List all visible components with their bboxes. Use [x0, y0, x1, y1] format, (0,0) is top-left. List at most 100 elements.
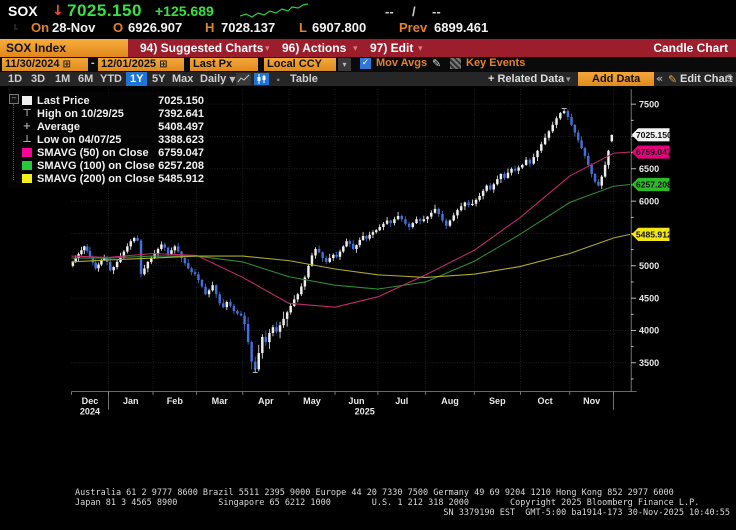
- legend-row-average[interactable]: + Average 5408.497: [22, 120, 204, 133]
- svg-text:Dec: Dec: [82, 396, 99, 406]
- menu-suggested-charts[interactable]: 94) Suggested Charts: [140, 41, 264, 55]
- currency-select[interactable]: Local CCY: [264, 58, 336, 71]
- frequency-select[interactable]: Daily ▼: [200, 73, 236, 85]
- svg-text:4000: 4000: [639, 326, 659, 336]
- smavg200-swatch-icon: [22, 174, 32, 183]
- period-1y-active[interactable]: 1Y: [126, 72, 148, 86]
- edit-chart-pencil-icon[interactable]: ✎: [668, 73, 678, 86]
- key-events-label[interactable]: Key Events: [466, 57, 526, 69]
- footer-contact-line2: Japan 81 3 4565 8900 Singapore 65 6212 1…: [75, 498, 700, 508]
- svg-text:6000: 6000: [639, 196, 659, 206]
- period-1d[interactable]: 1D: [8, 73, 23, 85]
- y-axis-tick-labels: 3500 4000 4500 5000 6000 6500 7500: [639, 99, 659, 368]
- edit-caret-icon[interactable]: ▾: [418, 44, 423, 54]
- actions-caret-icon[interactable]: ▾: [353, 44, 358, 54]
- svg-text:5000: 5000: [639, 261, 659, 271]
- period-ytd[interactable]: YTD: [100, 73, 122, 85]
- mov-avgs-checkbox[interactable]: ✓: [360, 58, 371, 69]
- smavg100-badge: 6257.208: [631, 177, 672, 192]
- key-events-checkbox[interactable]: [450, 58, 461, 69]
- svg-text:6257.208: 6257.208: [636, 180, 672, 190]
- prev-label: Prev: [399, 20, 428, 35]
- settings-gear-icon[interactable]: ⚙: [724, 72, 734, 85]
- period-max[interactable]: Max: [172, 73, 194, 85]
- x-axis-month-labels: Dec Jan Feb Mar Apr May Jun Jul Aug Sep Oct Nov 2024…: [80, 396, 600, 417]
- related-data-caret-icon[interactable]: ▾: [566, 75, 571, 85]
- open-value: 6926.907: [128, 20, 183, 35]
- legend-row-smavg100[interactable]: SMAVG (100) on Close 6257.208: [22, 159, 204, 172]
- toolbar-separator-dot: ·: [276, 72, 282, 89]
- low-marker-icon: ⊥: [22, 134, 32, 145]
- intraday-sparkline: [240, 3, 309, 18]
- menu-actions[interactable]: 96) Actions: [282, 41, 347, 55]
- price-down-arrow-icon: ↓: [52, 3, 64, 19]
- chart-type-label: Candle Chart: [653, 41, 728, 55]
- svg-text:6759.047: 6759.047: [636, 147, 672, 157]
- line-chart-icon[interactable]: [236, 73, 251, 85]
- svg-text:Jun: Jun: [348, 396, 364, 406]
- smavg-line-50: [71, 151, 630, 308]
- bid-ask-slash: /: [412, 4, 416, 19]
- on-label: On: [31, 20, 50, 35]
- smavg100-swatch-icon: [22, 161, 32, 170]
- edit-chart-button[interactable]: Edit Chart: [680, 73, 733, 85]
- currency-dropdown-icon[interactable]: ▾: [338, 58, 351, 71]
- date-to-input[interactable]: 12/01/2025 ⊞: [98, 58, 184, 71]
- smavg50-swatch-icon: [22, 148, 32, 157]
- price-field-select[interactable]: Last Px: [190, 58, 258, 71]
- chart-legend: − Last Price 7025.150 ⊤ High on 10/29/25 73…: [8, 92, 208, 188]
- add-data-button[interactable]: Add Data: [578, 72, 655, 86]
- collapse-panel-chevrons-icon[interactable]: «: [656, 72, 664, 85]
- ask-placeholder: --: [432, 4, 441, 19]
- menu-edit[interactable]: 97) Edit: [370, 41, 414, 55]
- legend-row-last-price[interactable]: Last Price 7025.150: [22, 94, 204, 107]
- date-from-input[interactable]: 11/30/2024 ⊞: [2, 58, 88, 71]
- svg-text:7500: 7500: [639, 99, 659, 109]
- on-date: 28-Nov: [52, 20, 96, 35]
- svg-text:Feb: Feb: [167, 396, 184, 406]
- svg-text:Oct: Oct: [538, 396, 553, 406]
- open-label: O: [113, 20, 124, 35]
- high-marker-icon: ⊤: [22, 108, 32, 119]
- smavg200-badge: 5485.912: [631, 227, 672, 241]
- footer-contact-line1: Australia 61 2 9777 8600 Brazil 5511 239…: [75, 488, 674, 498]
- svg-text:Sep: Sep: [489, 396, 506, 406]
- controls-row: 11/30/2024 ⊞ - 12/01/2025 ⊞ Last Px Loca…: [0, 57, 736, 72]
- legend-row-smavg50[interactable]: SMAVG (50) on Close 6759.047: [22, 146, 204, 159]
- candles: [71, 109, 614, 372]
- svg-text:6500: 6500: [639, 164, 659, 174]
- menubar: SOX Index 94) Suggested Charts ▾ 96) Act…: [0, 39, 736, 57]
- svg-text:4500: 4500: [639, 293, 659, 303]
- legend-row-low[interactable]: ⊥ Low on 04/07/25 3388.623: [22, 133, 204, 146]
- suggested-charts-caret-icon[interactable]: ▾: [265, 44, 270, 54]
- low-value: 6907.800: [312, 20, 367, 35]
- legend-row-high[interactable]: ⊤ High on 10/29/25 7392.641: [22, 107, 204, 120]
- frequency-arrow-icon: ▼: [229, 75, 236, 84]
- period-1m[interactable]: 1M: [55, 73, 71, 85]
- svg-text:5485.912: 5485.912: [636, 229, 672, 239]
- bid-placeholder: --: [385, 4, 394, 19]
- chart-axes: [71, 89, 637, 410]
- average-marker-icon: +: [22, 121, 32, 132]
- high-value: 7028.137: [221, 20, 276, 35]
- period-5y[interactable]: 5Y: [152, 73, 166, 85]
- security-box[interactable]: SOX Index: [0, 39, 128, 57]
- legend-collapse-icon[interactable]: −: [9, 94, 19, 104]
- table-button[interactable]: Table: [290, 73, 318, 85]
- legend-row-smavg200[interactable]: SMAVG (200) on Close 5485.912: [22, 172, 204, 185]
- prev-value: 6899.461: [434, 20, 489, 35]
- calendar-icon: ⊞: [62, 59, 71, 70]
- svg-text:2025: 2025: [355, 407, 375, 417]
- ticker-symbol: SOX: [8, 3, 38, 19]
- period-3d[interactable]: 3D: [31, 73, 46, 85]
- chart-toolbar: 1D 3D 1M 6M YTD 1Y 5Y Max Daily ▼ · Tabl…: [0, 72, 736, 89]
- footer-session-info: SN 3379190 EST GMT-5:00 ba1914-173 30-No…: [443, 508, 730, 518]
- related-data-button[interactable]: + Related Data: [488, 73, 565, 85]
- date-range-dash: -: [91, 57, 95, 69]
- mov-avgs-label[interactable]: Mov Avgs: [376, 57, 428, 69]
- candle-chart-icon-active[interactable]: [254, 73, 269, 85]
- mov-avgs-edit-pencil-icon[interactable]: ✎: [432, 57, 442, 70]
- period-6m[interactable]: 6M: [78, 73, 94, 85]
- price-chart[interactable]: 3500 4000 4500 5000 6000 6500 7500 Dec Jan Feb Mar…: [0, 86, 736, 488]
- svg-text:Mar: Mar: [212, 396, 229, 406]
